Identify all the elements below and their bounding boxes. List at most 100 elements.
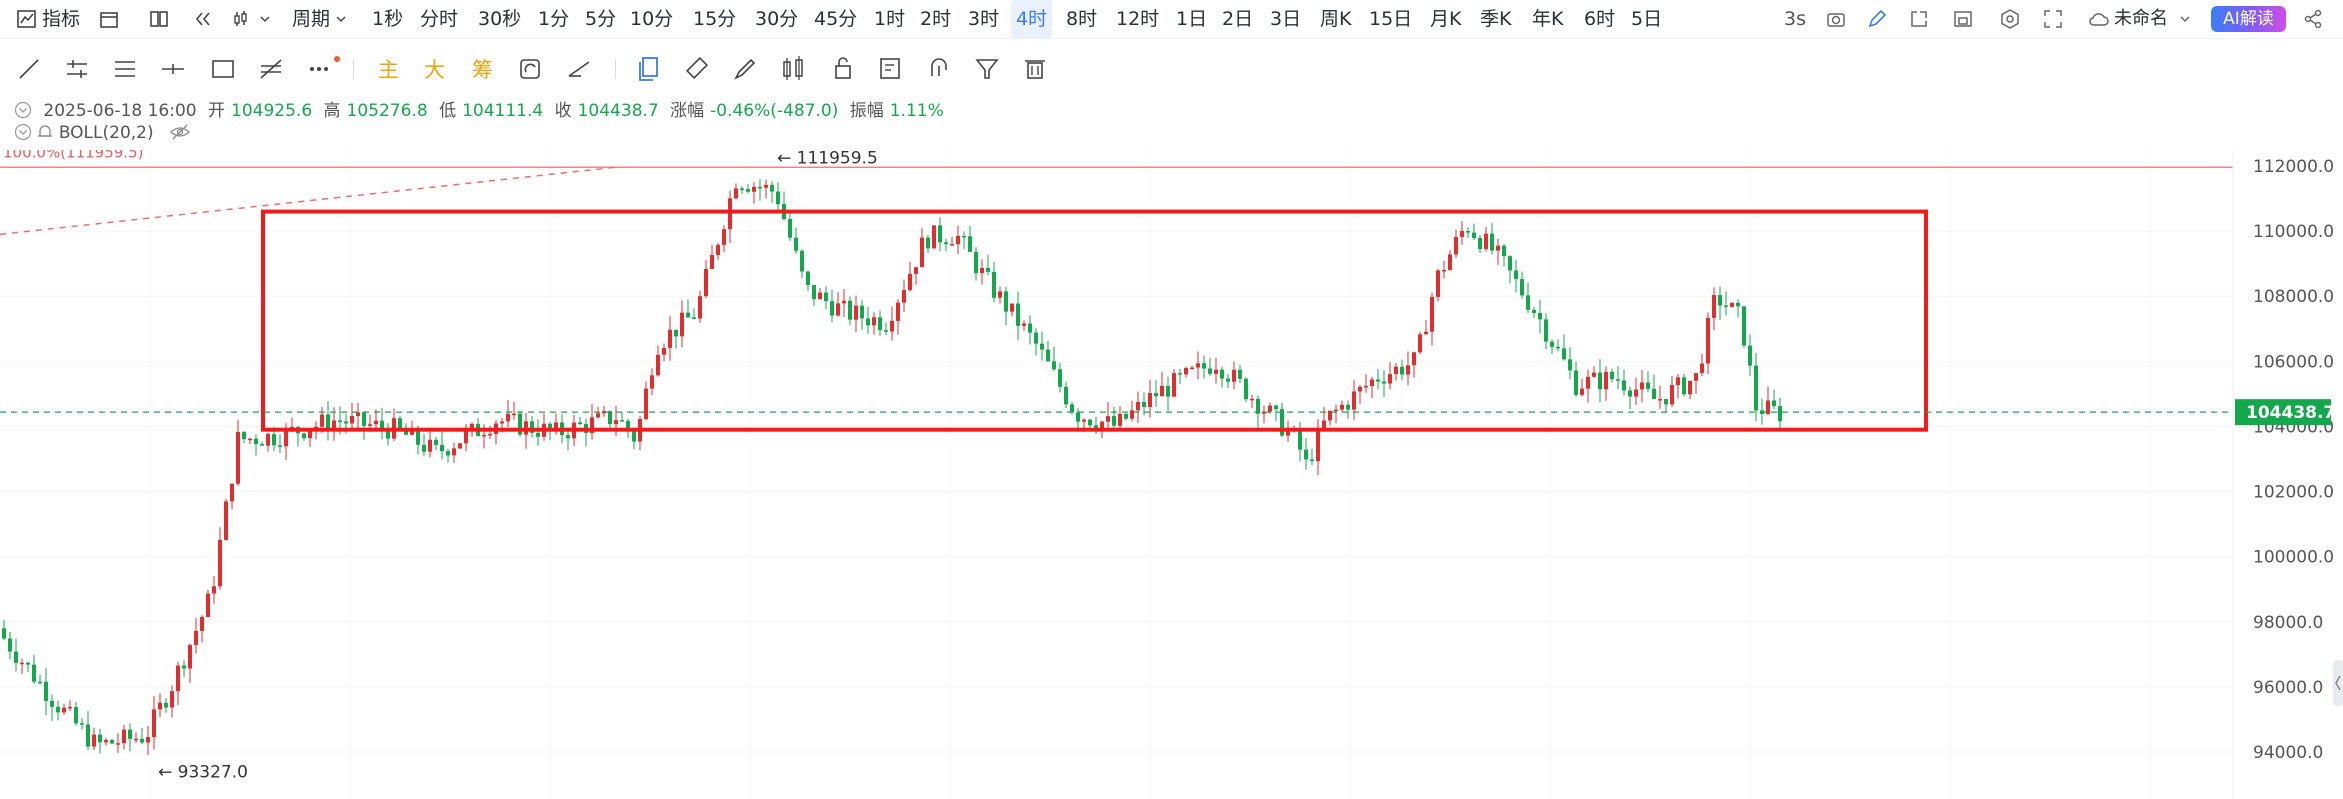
candle — [620, 420, 624, 422]
timeframe-tab-1日[interactable]: 1日 — [1176, 8, 1208, 30]
timeframe-tab-2时[interactable]: 2时 — [920, 8, 952, 30]
popout-icon[interactable] — [1908, 8, 1930, 30]
camera-icon[interactable] — [1825, 8, 1847, 30]
chevron-down-icon[interactable] — [2178, 8, 2192, 30]
candle — [500, 421, 504, 424]
copy-icon[interactable] — [636, 48, 662, 90]
timeframe-tab-季K[interactable]: 季K — [1480, 8, 1512, 30]
save-layout-icon[interactable] — [1952, 8, 1974, 30]
timeframe-tab-10分[interactable]: 10分 — [630, 8, 674, 30]
refresh-interval[interactable]: 3s — [1784, 8, 1806, 30]
candle — [92, 734, 96, 747]
chip-distribution-toggle[interactable]: 筹 — [472, 58, 493, 82]
timeframe-tab-1时[interactable]: 1时 — [874, 8, 906, 30]
lock-icon[interactable] — [830, 48, 856, 90]
candle — [470, 423, 474, 431]
candle — [1508, 256, 1512, 271]
candle — [1196, 363, 1200, 368]
timeframe-tab-45分[interactable]: 45分 — [814, 8, 858, 30]
timeframe-tab-30分[interactable]: 30分 — [755, 8, 799, 30]
settings-icon[interactable] — [1999, 8, 2021, 30]
timeframe-tab-12时[interactable]: 12时 — [1116, 8, 1160, 30]
candle — [218, 539, 222, 587]
calendar-icon[interactable] — [98, 8, 120, 30]
timeframe-tab-3时[interactable]: 3时 — [968, 8, 1000, 30]
note-edit-icon[interactable] — [878, 48, 904, 90]
candle — [1706, 317, 1710, 364]
horizontal-line-icon[interactable] — [160, 48, 186, 90]
timeframe-tab-6时[interactable]: 6时 — [1584, 8, 1616, 30]
candle — [1046, 349, 1050, 362]
ai-interpret-button[interactable]: AI解读 — [2211, 6, 2286, 32]
candle — [1010, 303, 1014, 312]
price-chart[interactable]: 112000.0110000.0108000.0106000.0104000.0… — [0, 150, 2343, 799]
filter-icon[interactable] — [974, 48, 1000, 90]
magic-line-icon[interactable] — [566, 48, 592, 90]
candle — [1430, 296, 1434, 332]
ohlc-date: 2025-06-18 16:00 — [43, 101, 197, 121]
bell-icon[interactable] — [37, 123, 53, 141]
timeframe-tab-月K[interactable]: 月K — [1430, 8, 1462, 30]
main-chart-toggle[interactable]: 主 — [378, 58, 399, 82]
more-tools-icon[interactable] — [306, 48, 342, 90]
share-icon[interactable] — [2302, 8, 2324, 30]
trend-line-icon[interactable] — [16, 48, 42, 90]
brush-icon[interactable] — [732, 48, 758, 90]
timeframe-tab-8时[interactable]: 8时 — [1066, 8, 1098, 30]
timeframe-tab-周K[interactable]: 周K — [1320, 8, 1352, 30]
candle — [938, 225, 942, 243]
chevron-down-icon[interactable] — [258, 8, 272, 30]
timeframe-tab-1秒[interactable]: 1秒 — [372, 8, 404, 30]
timeframe-tab-3日[interactable]: 3日 — [1270, 8, 1302, 30]
eye-hidden-icon[interactable] — [169, 123, 191, 141]
candle-compare-icon[interactable] — [780, 48, 808, 90]
range-box[interactable] — [261, 209, 1928, 432]
dashed-trend-line[interactable] — [0, 166, 616, 236]
candle — [656, 354, 660, 376]
candle — [488, 433, 492, 436]
fib-icon[interactable] — [258, 48, 284, 90]
indicators-button[interactable]: 指标 — [42, 8, 81, 30]
candle — [146, 737, 150, 743]
refresh-drawing-icon[interactable] — [518, 48, 544, 90]
timeframe-tab-2日[interactable]: 2日 — [1222, 8, 1254, 30]
collapse-icon[interactable] — [14, 101, 32, 119]
big-order-toggle[interactable]: 大 — [424, 58, 445, 82]
candle — [1076, 412, 1080, 422]
candle — [1526, 295, 1530, 310]
timeframe-tab-5日[interactable]: 5日 — [1631, 8, 1663, 30]
trash-icon[interactable] — [1022, 48, 1048, 90]
timeframe-tab-1分[interactable]: 1分 — [538, 8, 570, 30]
horizontal-ray-icon[interactable] — [64, 48, 90, 90]
parallel-lines-icon[interactable] — [112, 48, 138, 90]
candle — [464, 430, 468, 444]
magnet-icon[interactable] — [926, 48, 952, 90]
candle — [866, 318, 870, 326]
timeframe-tab-15日[interactable]: 15日 — [1369, 8, 1413, 30]
rectangle-icon[interactable] — [210, 48, 236, 90]
timeframe-tab-分时[interactable]: 分时 — [420, 8, 459, 30]
timeframe-tab-15分[interactable]: 15分 — [693, 8, 737, 30]
price-tick-label: 106000.0 — [2253, 352, 2334, 372]
timeframe-tab-5分[interactable]: 5分 — [585, 8, 617, 30]
chevron-down-icon[interactable] — [334, 8, 348, 30]
chart-type-icon[interactable] — [232, 8, 254, 30]
ruler-icon[interactable] — [684, 48, 710, 90]
edit-icon[interactable] — [1866, 8, 1888, 30]
cloud-icon[interactable] — [2088, 8, 2110, 30]
replay-icon[interactable] — [192, 8, 214, 30]
indicator-name[interactable]: BOLL(20,2) — [58, 123, 154, 143]
layout-name[interactable]: 未命名 — [2114, 8, 2168, 29]
candle — [266, 434, 270, 446]
indicator-icon[interactable] — [16, 8, 38, 30]
fullscreen-icon[interactable] — [2042, 8, 2064, 30]
timeframe-tab-4时[interactable]: 4时 — [1011, 0, 1053, 38]
period-selector[interactable]: 周期 — [292, 8, 331, 30]
timeframe-tab-年K[interactable]: 年K — [1532, 8, 1564, 30]
layout-split-icon[interactable] — [148, 8, 170, 30]
right-edge-handle[interactable] — [2333, 660, 2343, 706]
price-axis: 112000.0110000.0108000.0106000.0104000.0… — [2232, 150, 2334, 799]
timeframe-tab-30秒[interactable]: 30秒 — [478, 8, 522, 30]
collapse-icon[interactable] — [14, 123, 32, 141]
candle — [932, 225, 936, 249]
